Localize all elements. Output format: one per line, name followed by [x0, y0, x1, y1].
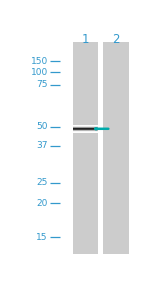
Text: 1: 1	[82, 33, 89, 46]
Bar	[103, 42, 129, 254]
Text: 2: 2	[112, 33, 120, 46]
Text: 75: 75	[36, 80, 48, 89]
Text: 37: 37	[36, 141, 48, 150]
Text: 100: 100	[31, 68, 48, 77]
Text: 20: 20	[36, 199, 48, 208]
Text: 150: 150	[31, 57, 48, 66]
Text: 50: 50	[36, 122, 48, 131]
Bar	[73, 42, 98, 254]
Text: 25: 25	[36, 178, 48, 188]
Text: 15: 15	[36, 233, 48, 242]
